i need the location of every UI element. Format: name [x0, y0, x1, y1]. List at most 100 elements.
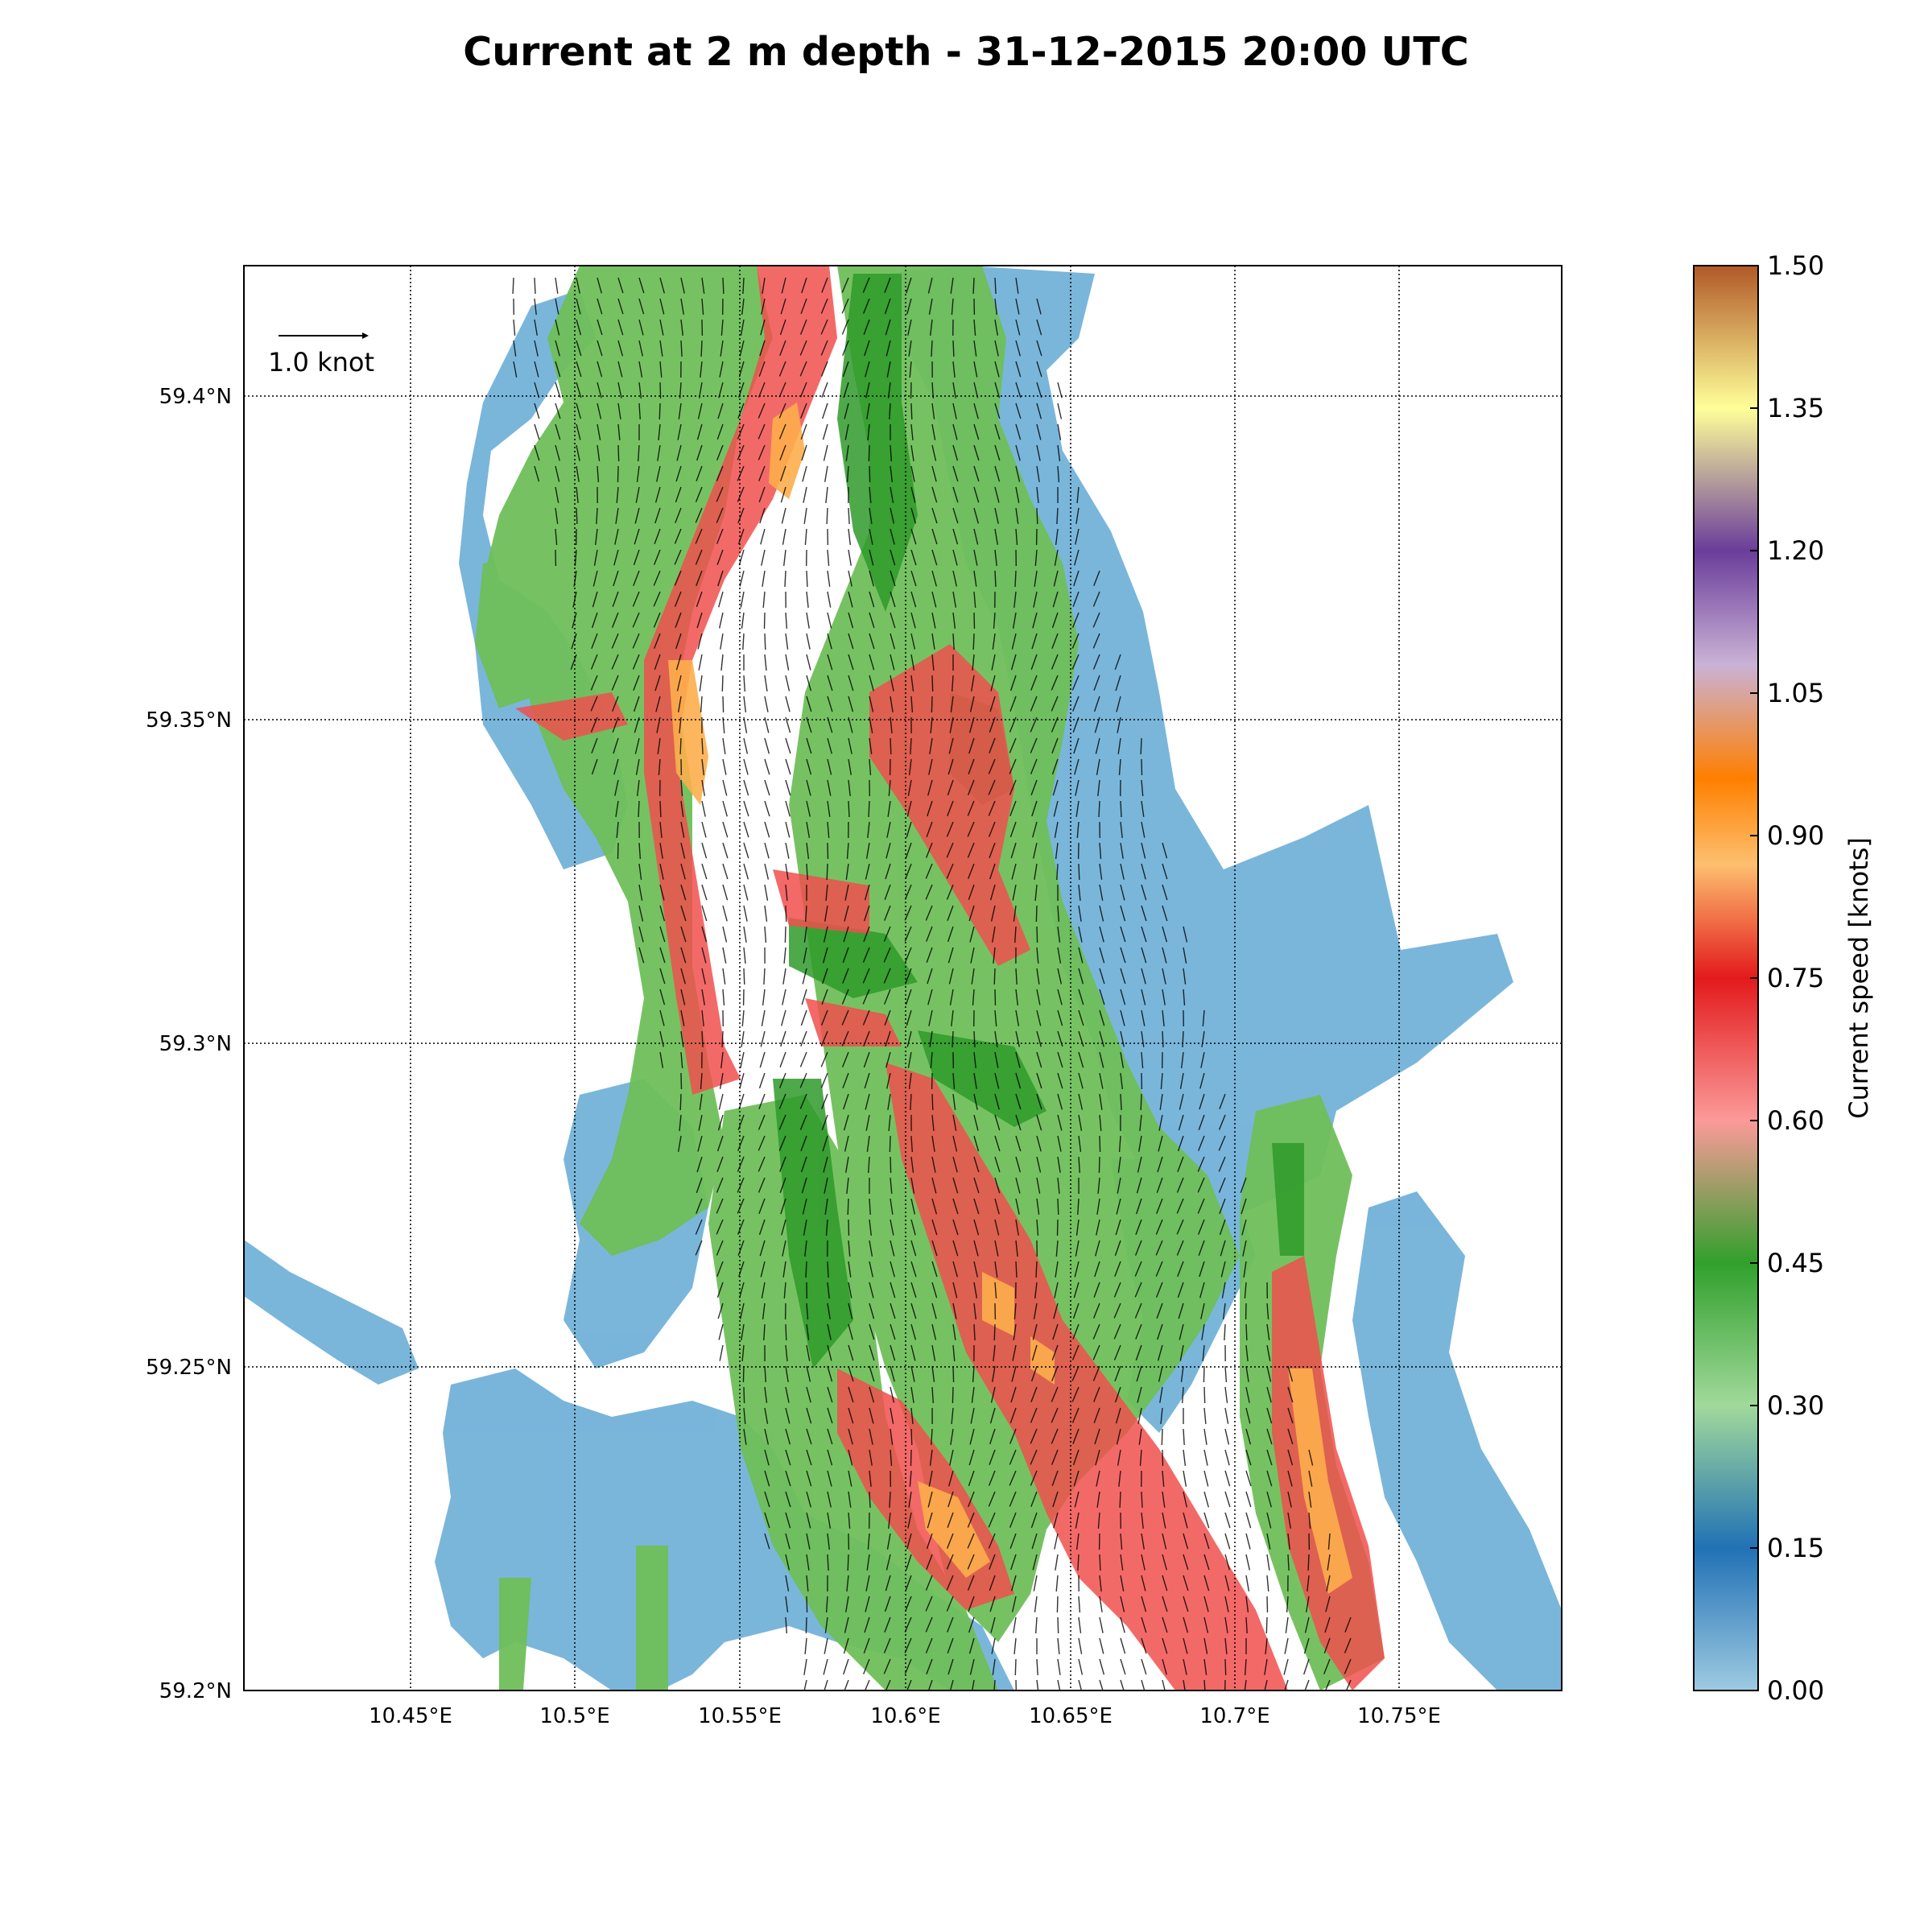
current-vector — [905, 989, 912, 1005]
current-vector — [827, 1533, 830, 1550]
current-vector — [1036, 340, 1042, 357]
current-vector — [1095, 1449, 1100, 1466]
current-vector — [721, 1030, 724, 1048]
current-vector — [785, 1407, 791, 1424]
current-vector — [764, 1365, 766, 1383]
current-vector — [737, 1198, 745, 1214]
current-vector — [1137, 1407, 1142, 1424]
current-vector — [1156, 1302, 1163, 1319]
current-vector — [930, 1051, 933, 1068]
current-vector — [973, 1051, 976, 1068]
current-vector — [925, 1596, 933, 1612]
current-vector — [910, 1323, 917, 1340]
current-vector — [948, 968, 954, 985]
current-vector — [1162, 1658, 1167, 1675]
current-vector — [1141, 800, 1145, 817]
current-vector — [785, 1512, 791, 1529]
current-vector — [1011, 1596, 1017, 1612]
current-vector — [803, 507, 807, 524]
current-vector — [1224, 1386, 1228, 1403]
current-vector — [674, 549, 682, 565]
current-vector — [973, 1302, 976, 1319]
current-vector — [1197, 1198, 1205, 1214]
current-vector — [722, 821, 729, 838]
current-vector — [659, 884, 665, 901]
current-vector — [846, 1575, 849, 1591]
current-vector — [1036, 1072, 1042, 1089]
current-vector — [1224, 1554, 1231, 1571]
current-vector — [716, 486, 724, 502]
current-vector — [890, 1219, 894, 1236]
current-vector — [972, 277, 975, 295]
current-vector — [886, 842, 891, 859]
current-vector — [1057, 423, 1062, 440]
current-vector — [696, 1156, 703, 1173]
current-vector — [949, 1449, 954, 1466]
current-vector — [659, 863, 664, 880]
current-vector — [1057, 1072, 1063, 1089]
current-vector — [946, 842, 954, 858]
current-vector — [1283, 1658, 1289, 1675]
current-vector — [973, 1198, 980, 1215]
current-vector — [821, 989, 828, 1005]
current-vector — [806, 1449, 812, 1466]
colorbar-tick-label: 0.75 — [1767, 963, 1824, 993]
current-vector — [1057, 1616, 1059, 1634]
colorbar-tick-label: 0.15 — [1767, 1533, 1824, 1563]
current-vector — [1134, 1240, 1142, 1256]
current-vector — [1134, 1261, 1142, 1277]
current-vector — [801, 277, 807, 294]
current-vector — [869, 591, 875, 608]
current-vector — [1141, 1512, 1144, 1529]
current-vector — [1051, 1407, 1059, 1423]
current-vector — [1030, 1386, 1038, 1402]
current-vector — [716, 528, 724, 544]
current-vector — [926, 1554, 933, 1570]
current-vector — [654, 675, 661, 691]
current-vector — [1266, 1512, 1272, 1529]
current-vector — [1219, 1219, 1226, 1236]
current-vector — [1287, 1428, 1294, 1445]
current-vector — [952, 1093, 956, 1110]
current-vector — [742, 1365, 745, 1383]
current-vector — [722, 863, 729, 880]
current-vector — [1120, 1679, 1125, 1690]
current-vector — [1139, 1114, 1142, 1131]
current-vector — [968, 1637, 975, 1654]
current-vector — [869, 1365, 875, 1382]
current-vector — [784, 570, 786, 588]
current-vector — [886, 821, 891, 838]
current-vector — [659, 1030, 664, 1047]
current-vector — [806, 1554, 810, 1571]
current-vector — [947, 800, 954, 816]
current-vector — [737, 528, 745, 545]
current-vector — [1015, 1219, 1019, 1236]
current-vector — [989, 842, 996, 858]
current-vector — [700, 361, 703, 378]
current-vector — [1033, 1575, 1038, 1591]
current-vector — [1036, 361, 1042, 378]
current-vector — [758, 486, 766, 503]
current-vector — [1054, 821, 1059, 838]
current-vector — [910, 1282, 917, 1298]
current-vector — [1030, 1512, 1038, 1529]
current-vector — [778, 361, 786, 377]
current-vector — [890, 528, 895, 545]
current-vector — [888, 1114, 891, 1131]
current-vector — [1197, 1177, 1205, 1193]
current-vector — [1071, 1365, 1080, 1381]
current-vector — [806, 1491, 811, 1508]
current-vector — [763, 612, 766, 630]
current-vector — [1285, 1616, 1289, 1633]
current-vector — [1030, 654, 1038, 671]
current-vector — [1072, 591, 1080, 608]
current-vector — [1180, 1365, 1184, 1382]
current-vector — [952, 591, 957, 608]
current-vector — [946, 863, 954, 879]
current-vector — [848, 1407, 854, 1424]
current-vector — [722, 779, 728, 796]
current-vector — [1078, 863, 1080, 881]
lon-tick-label: 10.45°E — [369, 1704, 452, 1728]
current-vector — [869, 1470, 872, 1487]
current-vector — [719, 361, 724, 378]
